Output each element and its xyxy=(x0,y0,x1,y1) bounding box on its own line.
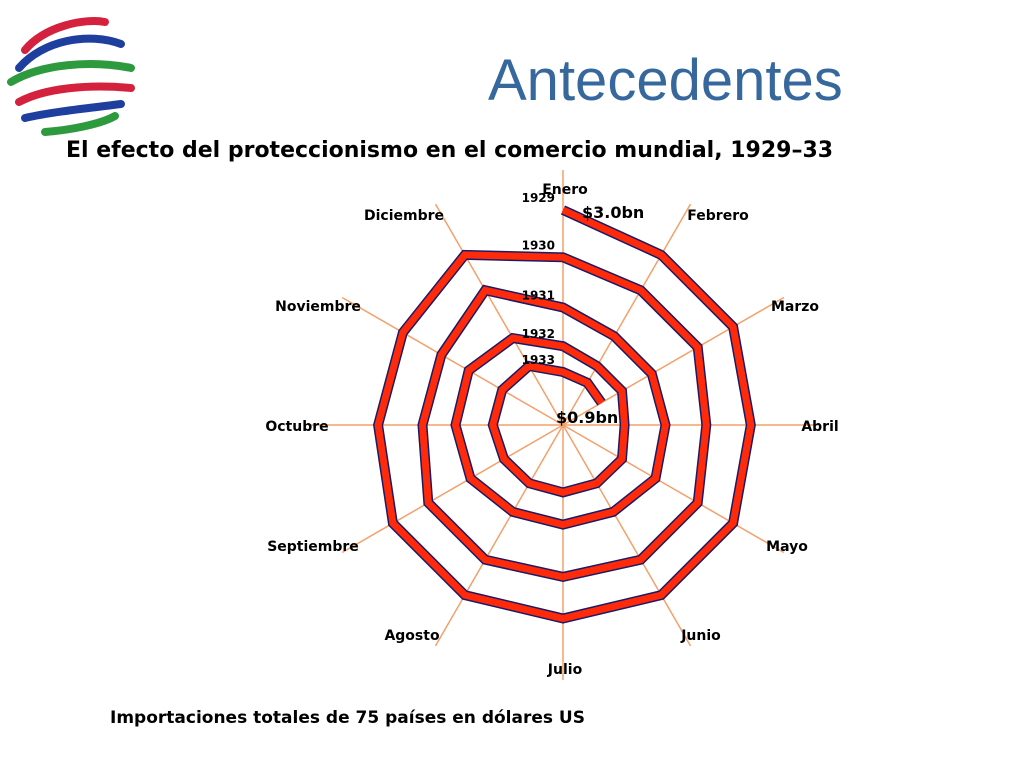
month-label-diciembre: Diciembre xyxy=(364,208,444,224)
month-label-abril: Abril xyxy=(801,419,838,435)
spoke-diciembre xyxy=(434,203,564,426)
year-label-1933: 1933 xyxy=(522,353,555,367)
month-label-mayo: Mayo xyxy=(766,539,808,555)
spiral-line xyxy=(374,206,755,623)
month-label-agosto: Agosto xyxy=(384,628,440,644)
start-value-label: $3.0bn xyxy=(582,203,644,222)
month-label-octubre: Octubre xyxy=(265,419,328,435)
month-label-julio: Julio xyxy=(547,662,583,678)
logo-red-arc-2 xyxy=(15,82,135,106)
spoke-septiembre xyxy=(341,424,564,554)
month-label-enero: Enero xyxy=(542,182,588,198)
month-label-marzo: Marzo xyxy=(771,299,819,315)
spoke-mayo xyxy=(562,424,785,554)
month-labels: Enero Febrero Marzo Abril Mayo Junio Julio Agos… xyxy=(265,182,838,678)
chart-title: El efecto del proteccionismo en el comer… xyxy=(66,138,834,163)
year-label-1931: 1931 xyxy=(522,289,555,303)
wto-logo-icon xyxy=(7,17,135,136)
logo-blue-arc-2 xyxy=(21,100,125,122)
logo-green-arc xyxy=(7,60,135,86)
year-label-1929: 1929 xyxy=(522,191,555,205)
logo-red-arc xyxy=(21,17,109,54)
month-label-febrero: Febrero xyxy=(687,208,749,224)
end-value-label: $0.9bn xyxy=(556,408,618,427)
year-label-1932: 1932 xyxy=(522,327,555,341)
chart-spiral xyxy=(373,205,756,624)
month-label-noviembre: Noviembre xyxy=(275,299,361,315)
slide-title: Antecedentes xyxy=(488,48,843,113)
logo-green-arc-2 xyxy=(41,112,119,136)
year-label-1930: 1930 xyxy=(522,238,555,252)
spoke-febrero xyxy=(562,203,692,426)
chart-caption: Importaciones totales de 75 países en dó… xyxy=(110,708,585,728)
spiral-chart: Enero Febrero Marzo Abril Mayo Junio Julio Agos… xyxy=(265,170,839,680)
month-label-septiembre: Septiembre xyxy=(267,539,359,555)
spoke-agosto xyxy=(434,424,564,647)
spoke-noviembre xyxy=(341,296,564,426)
logo-blue-arc xyxy=(15,34,125,72)
month-label-junio: Junio xyxy=(680,628,721,644)
spoke-junio xyxy=(562,424,692,647)
year-labels: 1929 1930 1931 1932 1933 xyxy=(522,191,555,367)
